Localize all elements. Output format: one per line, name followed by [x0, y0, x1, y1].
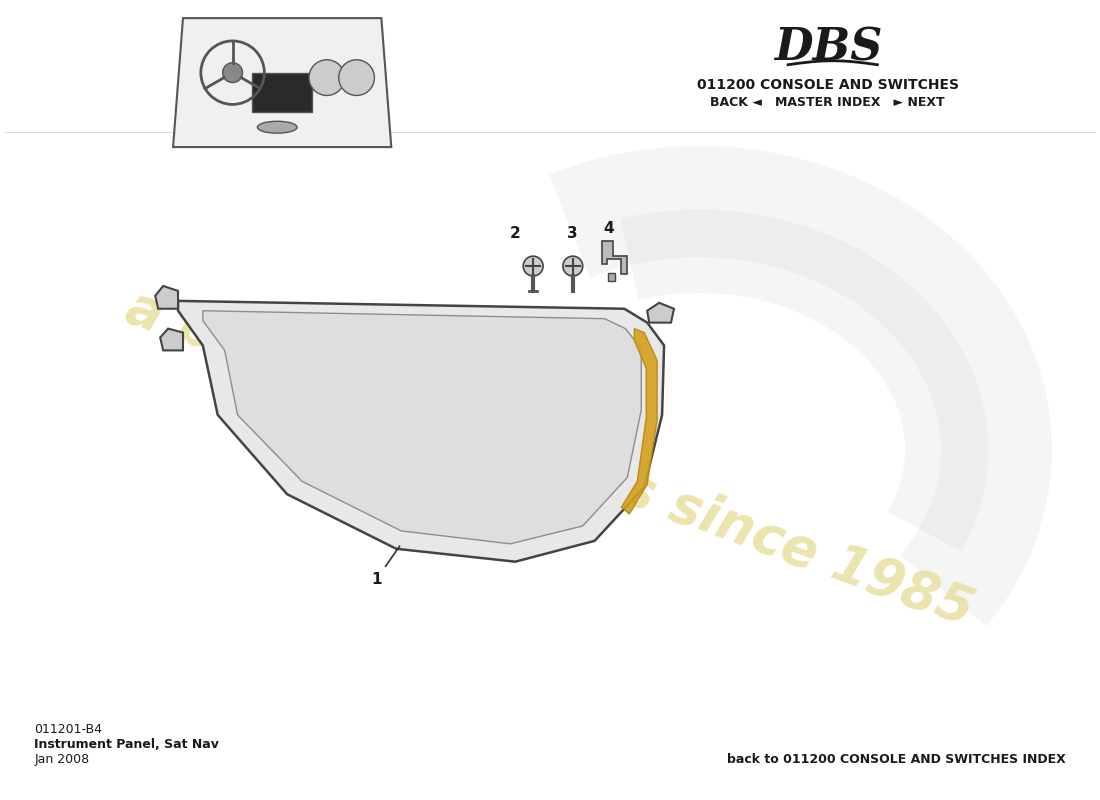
Circle shape [563, 256, 583, 276]
Bar [607, 273, 616, 281]
Ellipse shape [257, 122, 297, 133]
Polygon shape [602, 242, 627, 274]
Text: Jan 2008: Jan 2008 [34, 753, 89, 766]
Text: Instrument Panel, Sat Nav: Instrument Panel, Sat Nav [34, 738, 219, 750]
Text: back to 011200 CONSOLE AND SWITCHES INDEX: back to 011200 CONSOLE AND SWITCHES INDE… [727, 753, 1066, 766]
Polygon shape [161, 329, 183, 350]
Polygon shape [252, 73, 312, 112]
Text: 1: 1 [372, 546, 399, 586]
Polygon shape [202, 310, 641, 544]
Polygon shape [173, 301, 664, 562]
Circle shape [524, 256, 543, 276]
Text: 2: 2 [510, 226, 520, 242]
Polygon shape [155, 286, 178, 309]
Text: a passion for parts since 1985: a passion for parts since 1985 [119, 282, 981, 638]
Text: 011201-B4: 011201-B4 [34, 723, 102, 736]
Circle shape [309, 60, 344, 95]
Text: DBS: DBS [773, 26, 882, 70]
Polygon shape [173, 18, 392, 147]
Circle shape [222, 62, 242, 82]
Polygon shape [647, 302, 674, 322]
Text: 3: 3 [566, 226, 578, 242]
Text: BACK ◄   MASTER INDEX   ► NEXT: BACK ◄ MASTER INDEX ► NEXT [711, 96, 945, 109]
Circle shape [339, 60, 374, 95]
Text: 011200 CONSOLE AND SWITCHES: 011200 CONSOLE AND SWITCHES [696, 78, 959, 91]
Text: 4: 4 [603, 222, 614, 236]
Polygon shape [621, 329, 657, 514]
